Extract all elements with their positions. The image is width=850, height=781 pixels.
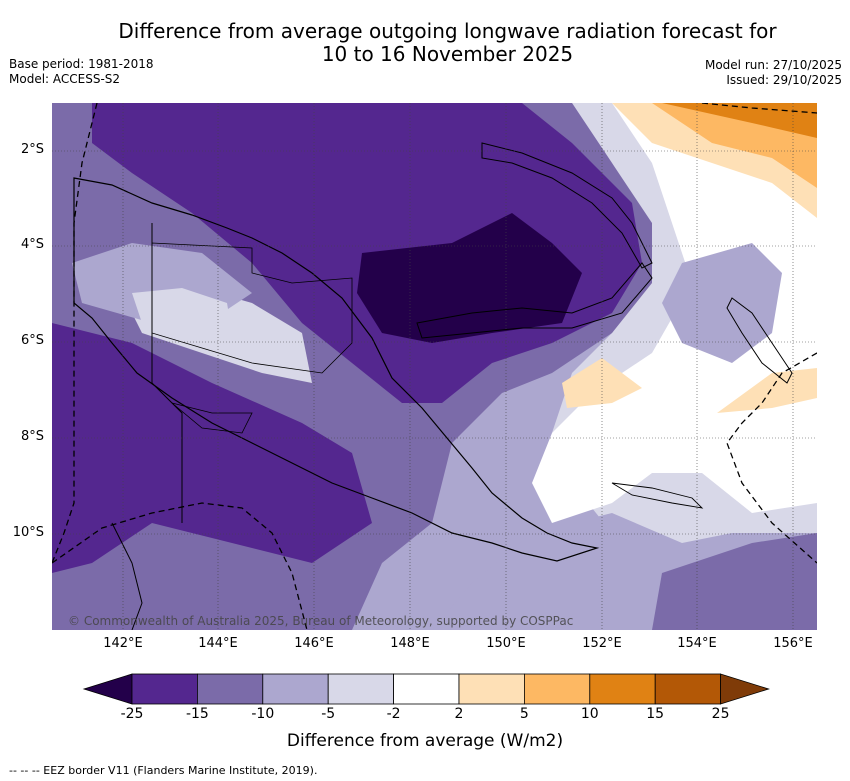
y-tick-label: 4°S — [20, 237, 44, 252]
x-tick-label: 150°E — [486, 636, 526, 651]
meta-left: Base period: 1981-2018 Model: ACCESS-S2 — [9, 57, 154, 87]
colorbar-extend-low — [82, 673, 133, 705]
province-borders — [151, 242, 353, 374]
title-line-1: Difference from average outgoing longwav… — [118, 19, 777, 43]
x-tick-label: 142°E — [103, 636, 143, 651]
x-tick-label: 154°E — [677, 636, 717, 651]
colorbar-segment — [327, 673, 394, 705]
colorbar-tick-label: 2 — [454, 706, 464, 722]
eez-border-north — [701, 103, 817, 114]
colorbar-segment — [262, 673, 329, 705]
colorbar-segment — [393, 673, 460, 705]
field-east-blob — [662, 243, 782, 363]
colorbar-extend-high — [720, 673, 770, 705]
x-tick-label: 146°E — [294, 636, 334, 651]
y-tick-label: 2°S — [20, 142, 44, 157]
eez-border-south — [52, 502, 308, 630]
field-pale-patch — [132, 288, 232, 338]
colorbar-tick-label: -15 — [185, 706, 209, 722]
colorbar-tick-label: -5 — [321, 706, 336, 722]
colorbar-tick-label: -2 — [386, 706, 401, 722]
colorbar-tick-label: -10 — [251, 706, 275, 722]
map-panel[interactable] — [52, 103, 817, 630]
y-tick-label: 8°S — [20, 429, 44, 444]
bougainville-coastline — [726, 297, 793, 384]
southern-coast-detail — [171, 402, 253, 434]
eez-border-east — [726, 352, 817, 564]
field-white-east — [532, 103, 817, 523]
x-tick-label: 144°E — [198, 636, 238, 651]
field-southeast-mid — [652, 533, 817, 630]
title-line-2: 10 to 16 November 2025 — [321, 42, 574, 66]
colorbar-tick-label: 15 — [646, 706, 665, 722]
australia-coastline — [111, 522, 143, 630]
colorbar-segment — [197, 673, 264, 705]
new-guinea-coastline — [73, 177, 600, 562]
colorbar-segment — [131, 673, 198, 705]
international-border — [151, 223, 183, 523]
colorbar-segment — [458, 673, 525, 705]
meta-right: Model run: 27/10/2025 Issued: 29/10/2025 — [705, 58, 842, 88]
copyright-notice: © Commonwealth of Australia 2025, Bureau… — [68, 614, 574, 628]
olr-anomaly-map — [52, 103, 817, 630]
new-britain-coastline — [416, 262, 653, 339]
eez-border-west — [52, 103, 98, 564]
model-run: Model run: 27/10/2025 — [704, 58, 842, 72]
colorbar-tick-label: 25 — [711, 706, 730, 722]
x-tick-label: 148°E — [390, 636, 430, 651]
colorbar-segment — [654, 673, 722, 705]
field-nw-mid — [52, 103, 92, 213]
field-southwest-dark — [52, 323, 372, 573]
y-tick-label: 10°S — [12, 525, 44, 540]
field-darkest-core — [357, 213, 582, 343]
colorbar-title: Difference from average (W/m2) — [286, 731, 564, 751]
gridlines — [52, 103, 817, 630]
eez-legend-note: -- -- -- EEZ border V11 (Flanders Marine… — [9, 764, 318, 777]
new-ireland-coastline — [481, 142, 653, 269]
louisiade-islands — [611, 482, 704, 509]
base-period: Base period: 1981-2018 — [9, 57, 154, 71]
colorbar-tick-label: 10 — [580, 706, 599, 722]
colorbar-tick-label: 5 — [519, 706, 529, 722]
x-tick-label: 156°E — [773, 636, 813, 651]
colorbar-segment — [589, 673, 656, 705]
colorbar-tick-label: -25 — [120, 706, 144, 722]
colorbar-segment — [523, 673, 591, 705]
chart-title: Difference from average outgoing longwav… — [0, 20, 850, 66]
field-ne-dark-orange — [662, 103, 817, 138]
field-positive-patch-2 — [717, 368, 817, 413]
x-tick-label: 152°E — [582, 636, 622, 651]
colorbar — [82, 673, 770, 705]
model-name: Model: ACCESS-S2 — [9, 72, 121, 86]
y-tick-label: 6°S — [20, 333, 44, 348]
issued-date: Issued: 29/10/2025 — [726, 73, 842, 87]
